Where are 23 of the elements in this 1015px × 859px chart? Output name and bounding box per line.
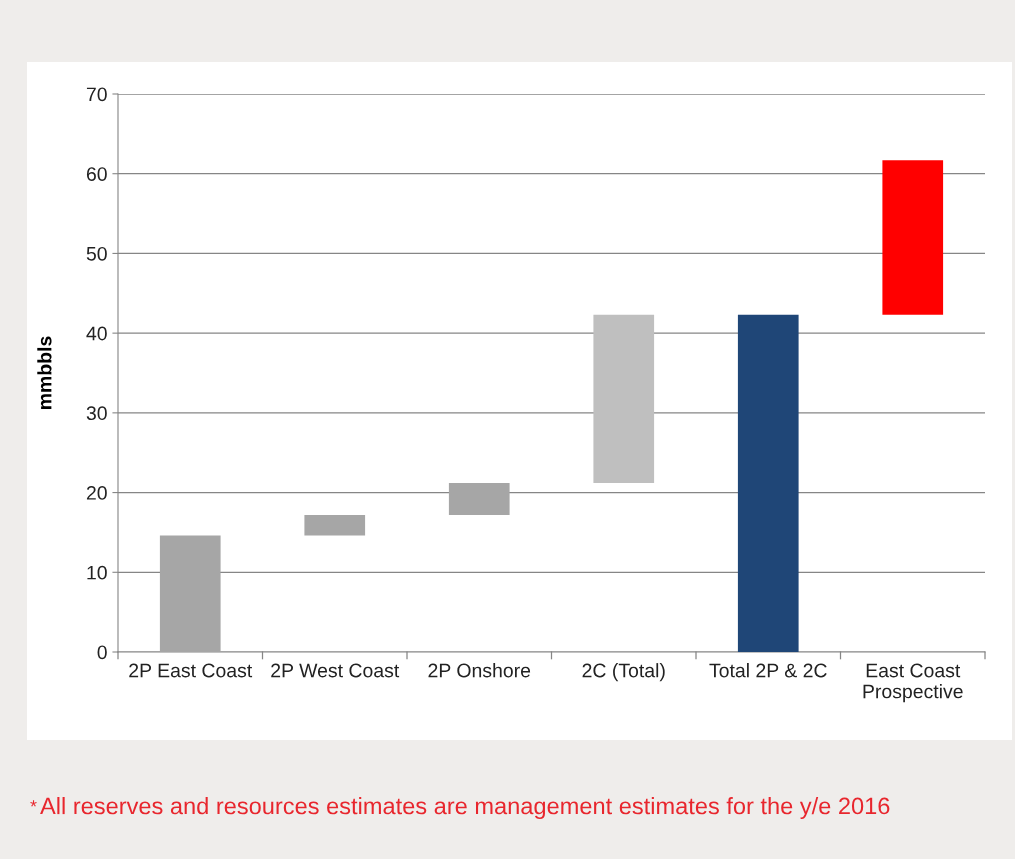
x-tick-label: Total 2P & 2C [709,663,827,678]
text: All reserves and resources estimates are management estimates for the y/e 2016 [40,796,890,820]
y-axis-title: mmbbls [37,336,52,409]
bar [882,160,944,315]
text: * [30,800,37,807]
x-tick-label: 2P East Coast [129,663,253,678]
bar [593,314,655,484]
y-tick-label: 50 [86,246,107,261]
x-tick-label: 2P Onshore [428,663,531,678]
bar [304,514,366,536]
y-tick-label: 10 [87,565,107,580]
y-tick-label: 30 [86,406,107,421]
y-tick-label: 70 [86,87,107,102]
y-tick-label: 60 [86,167,107,181]
x-tick-label: 2P West Coast [271,663,400,678]
x-tick-label: East Coast Prospective [863,663,963,703]
y-tick-label: 40 [86,326,107,341]
y-tick-label: 20 [86,486,107,500]
x-tick-label: 2C (Total) [582,663,665,682]
y-tick-label: 0 [97,645,107,660]
bar [737,314,799,652]
bar [159,535,221,652]
bar [448,483,510,515]
